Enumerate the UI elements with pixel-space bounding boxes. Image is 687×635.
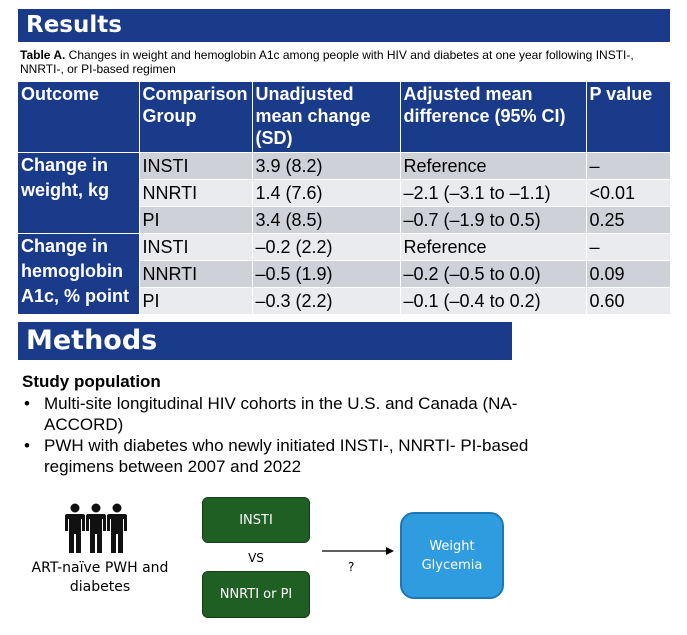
arrow-question-label: ? (348, 560, 355, 574)
cell-group: NNRTI (139, 259, 253, 287)
cell-unadjusted: –0.3 (2.2) (252, 286, 401, 314)
methods-heading: Methods (18, 322, 512, 360)
outcome-cell-weight: Change in weight, kg (18, 151, 140, 233)
methods-bullet-list: • Multi-site longitudinal HIV cohorts in … (22, 393, 542, 477)
cell-p-value: 0.60 (586, 286, 670, 314)
column-header-unadjusted: Unadjusted mean change (SD) (252, 82, 401, 152)
cell-group: PI (139, 286, 253, 314)
cell-p-value: – (586, 232, 670, 260)
table-caption: Table A. Changes in weight and hemoglobi… (20, 48, 670, 76)
results-heading: Results (18, 9, 670, 42)
table-row: PI –0.3 (2.2) –0.1 (–0.4 to 0.2) 0.60 (18, 286, 670, 314)
outcome-box: Weight Glycemia (400, 512, 504, 599)
people-group-icon (64, 503, 128, 555)
cell-unadjusted: –0.2 (2.2) (252, 232, 401, 260)
cell-unadjusted: –0.5 (1.9) (252, 259, 401, 287)
cell-p-value: <0.01 (586, 178, 670, 206)
table-caption-text: Changes in weight and hemoglobin A1c amo… (20, 48, 634, 76)
cell-unadjusted: 3.9 (8.2) (252, 151, 401, 179)
cell-group: NNRTI (139, 178, 253, 206)
cell-adjusted: –0.2 (–0.5 to 0.0) (400, 259, 587, 287)
cell-adjusted: –0.1 (–0.4 to 0.2) (400, 286, 587, 314)
population-label: ART-naïve PWH and diabetes (31, 560, 169, 595)
cell-adjusted: –2.1 (–3.1 to –1.1) (400, 178, 587, 206)
table-row: NNRTI 1.4 (7.6) –2.1 (–3.1 to –1.1) <0.0… (18, 178, 670, 206)
cell-group: PI (139, 205, 253, 233)
arrow-right-icon (322, 544, 394, 556)
vs-label: VS (248, 551, 264, 565)
cell-adjusted: –0.7 (–1.9 to 0.5) (400, 205, 587, 233)
cell-unadjusted: 1.4 (7.6) (252, 178, 401, 206)
cell-p-value: 0.25 (586, 205, 670, 233)
table-row: PI 3.4 (8.5) –0.7 (–1.9 to 0.5) 0.25 (18, 205, 670, 233)
column-header-outcome: Outcome (18, 82, 140, 152)
table-caption-label: Table A. (20, 48, 66, 62)
cell-p-value: – (586, 151, 670, 179)
nnrti-pi-box: NNRTI or PI (202, 571, 310, 618)
bullet-glyph: • (24, 394, 30, 413)
table-row: NNRTI –0.5 (1.9) –0.2 (–0.5 to 0.0) 0.09 (18, 259, 670, 287)
outcome-cell-hba1c: Change in hemoglobin A1c, % point (18, 232, 140, 314)
cell-p-value: 0.09 (586, 259, 670, 287)
column-header-comparison-group: Comparison Group (139, 82, 253, 152)
bullet-glyph: • (24, 436, 30, 455)
table-row: Change in weight, kg INSTI 3.9 (8.2) Ref… (18, 151, 670, 233)
column-header-p-value: P value (586, 82, 670, 152)
cell-unadjusted: 3.4 (8.5) (252, 205, 401, 233)
cell-adjusted: Reference (400, 151, 587, 179)
study-population-heading: Study population (22, 372, 161, 391)
list-item: • PWH with diabetes who newly initiated I… (22, 435, 542, 477)
table-header-row: Outcome Comparison Group Unadjusted mean… (18, 82, 670, 152)
table-row: Change in hemoglobin A1c, % point INSTI … (18, 232, 670, 314)
column-header-adjusted: Adjusted mean difference (95% CI) (400, 82, 587, 152)
bullet-text: Multi-site longitudinal HIV cohorts in t… (44, 394, 518, 434)
outcome-glycemia-label: Glycemia (421, 557, 483, 573)
bullet-text: PWH with diabetes who newly initiated IN… (44, 436, 529, 476)
cell-group: INSTI (139, 151, 253, 179)
insti-box: INSTI (202, 497, 310, 543)
cell-adjusted: Reference (400, 232, 587, 260)
outcome-weight-label: Weight (429, 538, 475, 554)
cell-group: INSTI (139, 232, 253, 260)
list-item: • Multi-site longitudinal HIV cohorts in … (22, 393, 542, 435)
results-table: Outcome Comparison Group Unadjusted mean… (18, 82, 670, 314)
